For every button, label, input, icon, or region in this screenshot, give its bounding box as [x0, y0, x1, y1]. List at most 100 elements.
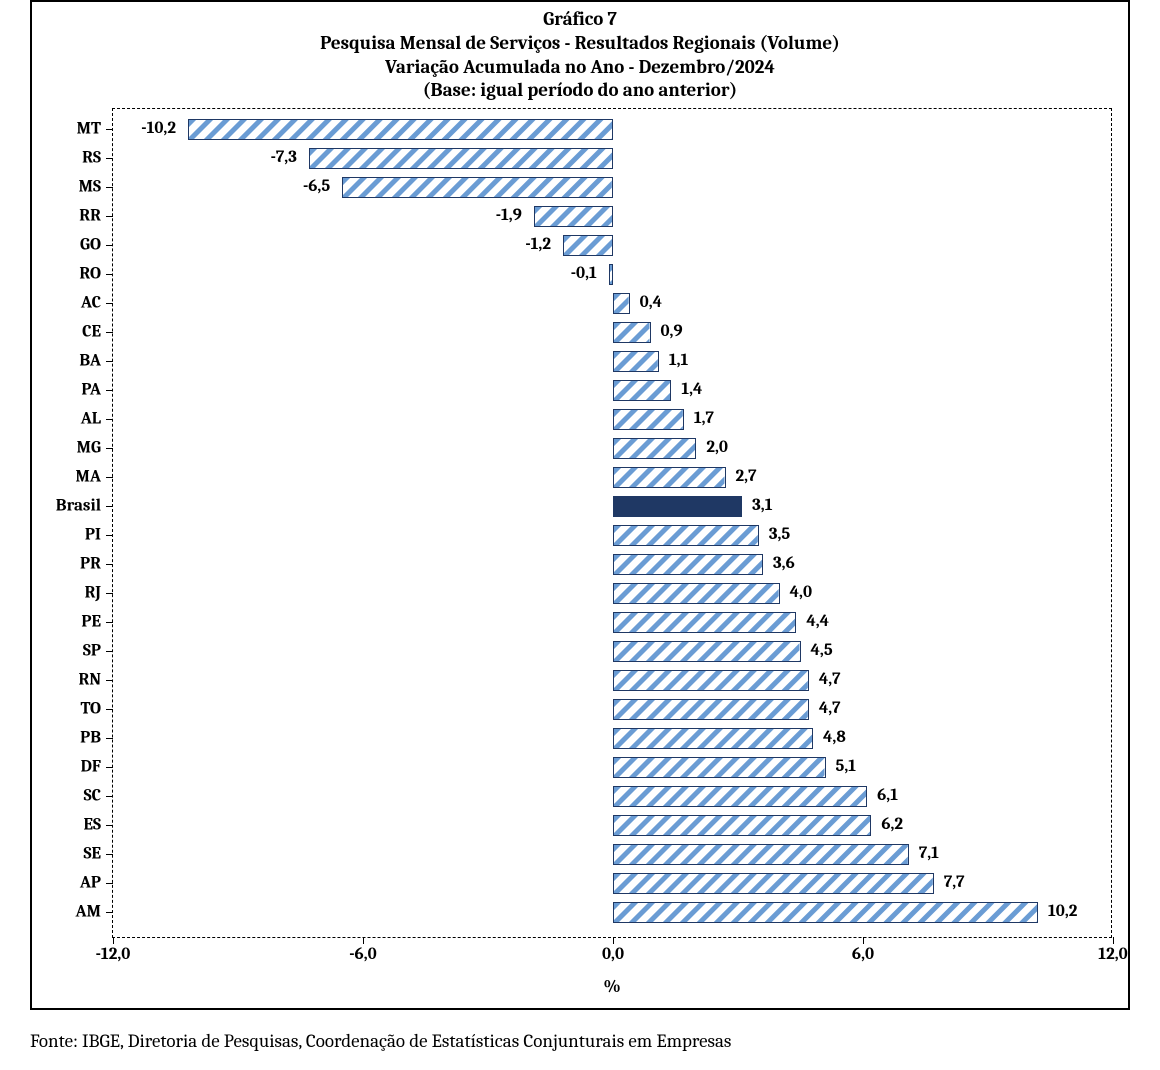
y-category-label: PE — [81, 613, 113, 632]
bar-hatch — [614, 381, 670, 400]
bar-hatch — [614, 903, 1037, 922]
x-tick-label: -12,0 — [96, 937, 131, 964]
y-category-label: AC — [81, 294, 113, 313]
bar-value-label: 3,6 — [773, 554, 795, 573]
bar-value-label: 1,7 — [694, 409, 714, 428]
bar-value-label: 7,1 — [919, 844, 939, 863]
y-category-label: PI — [85, 526, 113, 545]
y-category-label: MS — [79, 178, 113, 197]
bar-hatch — [614, 410, 683, 429]
x-tick-label: 0,0 — [602, 937, 624, 964]
bar — [613, 612, 796, 633]
bar-value-label: 4,7 — [819, 699, 841, 718]
y-category-label: BA — [79, 352, 113, 371]
bar-hatch — [343, 178, 612, 197]
bar — [613, 728, 813, 749]
y-category-label: MA — [76, 468, 113, 487]
bar-hatch — [614, 555, 762, 574]
bar-value-label: 6,1 — [877, 786, 898, 805]
bar-value-label: 4,5 — [811, 641, 833, 660]
y-category-label: RN — [78, 671, 113, 690]
bar — [613, 467, 726, 488]
bar-hatch — [564, 236, 612, 255]
bar-hatch — [614, 700, 808, 719]
bar-value-label: 5,1 — [836, 757, 857, 776]
bar-hatch — [614, 642, 800, 661]
plot-area: -12,0-6,00,06,012,0MT-10,2RS-7,3MS-6,5RR… — [112, 108, 1112, 938]
bar-value-label: 7,7 — [944, 873, 965, 892]
bar-hatch — [614, 323, 650, 342]
bar-hatch — [535, 207, 612, 226]
bar-value-label: 10,2 — [1048, 902, 1077, 921]
bar — [613, 583, 780, 604]
y-category-label: SP — [83, 642, 113, 661]
title-line-1: Gráfico 7 — [32, 8, 1128, 32]
bar — [613, 902, 1038, 923]
y-category-label: PB — [80, 729, 113, 748]
bar-hatch — [614, 584, 779, 603]
bar-value-label: 4,7 — [819, 670, 841, 689]
bar — [613, 815, 871, 836]
bar-hatch — [614, 439, 695, 458]
bar-hatch — [610, 265, 612, 284]
y-category-label: TO — [80, 700, 113, 719]
y-category-label: SE — [83, 845, 113, 864]
bar-value-label: 1,1 — [669, 351, 689, 370]
bar-value-label: 0,4 — [640, 293, 662, 312]
x-axis-title: % — [603, 976, 621, 997]
title-line-3: Variação Acumulada no Ano - Dezembro/202… — [32, 56, 1128, 80]
bar — [609, 264, 613, 285]
bar — [613, 322, 651, 343]
y-category-label: RR — [79, 207, 113, 226]
y-category-label: PA — [81, 381, 113, 400]
bar-value-label: 1,4 — [681, 380, 702, 399]
bar-value-label: 2,7 — [736, 467, 757, 486]
bar — [613, 554, 763, 575]
bar-value-label: -10,2 — [141, 119, 176, 138]
bar-hatch — [614, 787, 866, 806]
y-category-label: ES — [83, 816, 113, 835]
bar-value-label: -7,3 — [271, 148, 297, 167]
bar-hatch — [614, 468, 725, 487]
bar — [613, 641, 801, 662]
bar — [613, 670, 809, 691]
bar — [613, 525, 759, 546]
bar — [342, 177, 613, 198]
y-category-label: Brasil — [56, 497, 113, 516]
bar-value-label: 4,4 — [806, 612, 829, 631]
y-category-label: MT — [77, 120, 113, 139]
y-category-label: RS — [82, 149, 113, 168]
bar — [613, 699, 809, 720]
page: Gráfico 7 Pesquisa Mensal de Serviços - … — [0, 0, 1160, 1070]
bar-hatch — [614, 729, 812, 748]
bar — [188, 119, 613, 140]
chart-frame: Gráfico 7 Pesquisa Mensal de Serviços - … — [30, 0, 1130, 1010]
x-tick-label: 12,0 — [1098, 937, 1127, 964]
source-text: Fonte: IBGE, Diretoria de Pesquisas, Coo… — [30, 1030, 731, 1052]
bar-hatch — [614, 294, 629, 313]
bar-hatch — [614, 613, 795, 632]
bar — [613, 438, 696, 459]
bar-value-label: 3,1 — [752, 496, 772, 515]
bar-hatch — [310, 149, 612, 168]
bar — [613, 873, 934, 894]
bar — [613, 293, 630, 314]
y-category-label: AP — [80, 874, 113, 893]
y-category-label: AM — [76, 903, 113, 922]
x-tick-label: -6,0 — [349, 937, 376, 964]
y-category-label: GO — [80, 236, 113, 255]
bar-hatch — [189, 120, 612, 139]
y-category-label: AL — [81, 410, 113, 429]
bar-value-label: 0,9 — [661, 322, 683, 341]
bar-hatch — [614, 874, 933, 893]
bar-hatch — [614, 816, 870, 835]
bar-hatch — [614, 758, 825, 777]
bar-hatch — [614, 671, 808, 690]
bar — [613, 844, 909, 865]
y-category-label: SC — [84, 787, 113, 806]
bar-hatch — [614, 845, 908, 864]
bar — [613, 786, 867, 807]
chart-titles: Gráfico 7 Pesquisa Mensal de Serviços - … — [32, 2, 1128, 103]
bar — [563, 235, 613, 256]
y-category-label: DF — [81, 758, 113, 777]
